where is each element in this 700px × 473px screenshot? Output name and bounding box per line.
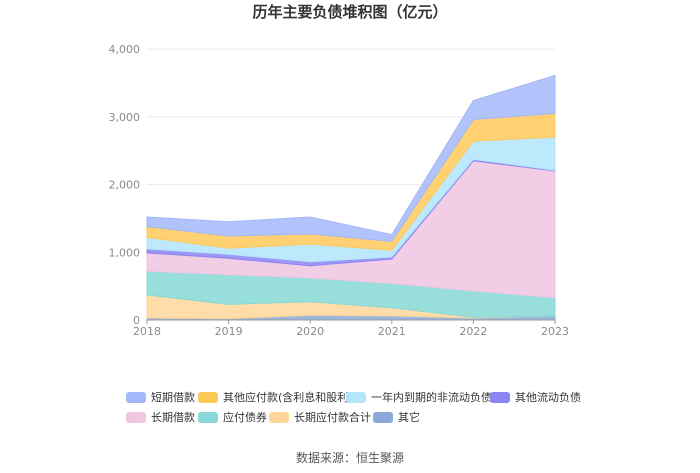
y-tick-label: 2,000 xyxy=(109,179,141,192)
legend-swatch xyxy=(198,412,218,423)
series-area xyxy=(146,74,556,242)
legend-label: 一年内到期的非流动负债 xyxy=(371,390,492,404)
area-series xyxy=(146,74,556,321)
legend-label: 应付债券 xyxy=(223,410,267,424)
legend-label: 长期应付款合计 xyxy=(294,410,371,424)
x-tick-label: 2018 xyxy=(133,325,161,338)
x-tick-label: 2020 xyxy=(296,325,324,338)
legend-swatch xyxy=(269,412,289,423)
legend-swatch xyxy=(373,412,393,423)
legend-swatch xyxy=(198,392,218,403)
legend-swatch xyxy=(126,392,146,403)
legend-label: 长期借款 xyxy=(151,410,195,424)
legend-swatch xyxy=(490,392,510,403)
legend-label: 短期借款 xyxy=(151,390,195,404)
legend-swatch xyxy=(346,392,366,403)
y-tick-label: 1,000 xyxy=(109,246,141,259)
x-tick-label: 2023 xyxy=(541,325,569,338)
y-axis: 0 1,000 2,000 3,000 4,000 xyxy=(109,43,141,327)
y-tick-label: 0 xyxy=(133,314,140,327)
y-tick-label: 4,000 xyxy=(109,43,141,56)
x-tick-label: 2022 xyxy=(459,325,487,338)
data-source: 数据来源：恒生聚源 xyxy=(296,450,404,465)
x-axis: 2018 2019 2020 2021 2022 2023 xyxy=(133,319,569,338)
legend-label: 其他流动负债 xyxy=(515,390,581,404)
legend-swatch xyxy=(126,412,146,423)
x-tick-label: 2021 xyxy=(378,325,406,338)
y-tick-label: 3,000 xyxy=(109,111,141,124)
legend-label: 其它 xyxy=(398,410,420,424)
x-tick-label: 2019 xyxy=(215,325,243,338)
chart-title: 历年主要负债堆积图（亿元） xyxy=(252,3,447,21)
legend-label: 其他应付款(含利息和股利) xyxy=(223,390,353,404)
